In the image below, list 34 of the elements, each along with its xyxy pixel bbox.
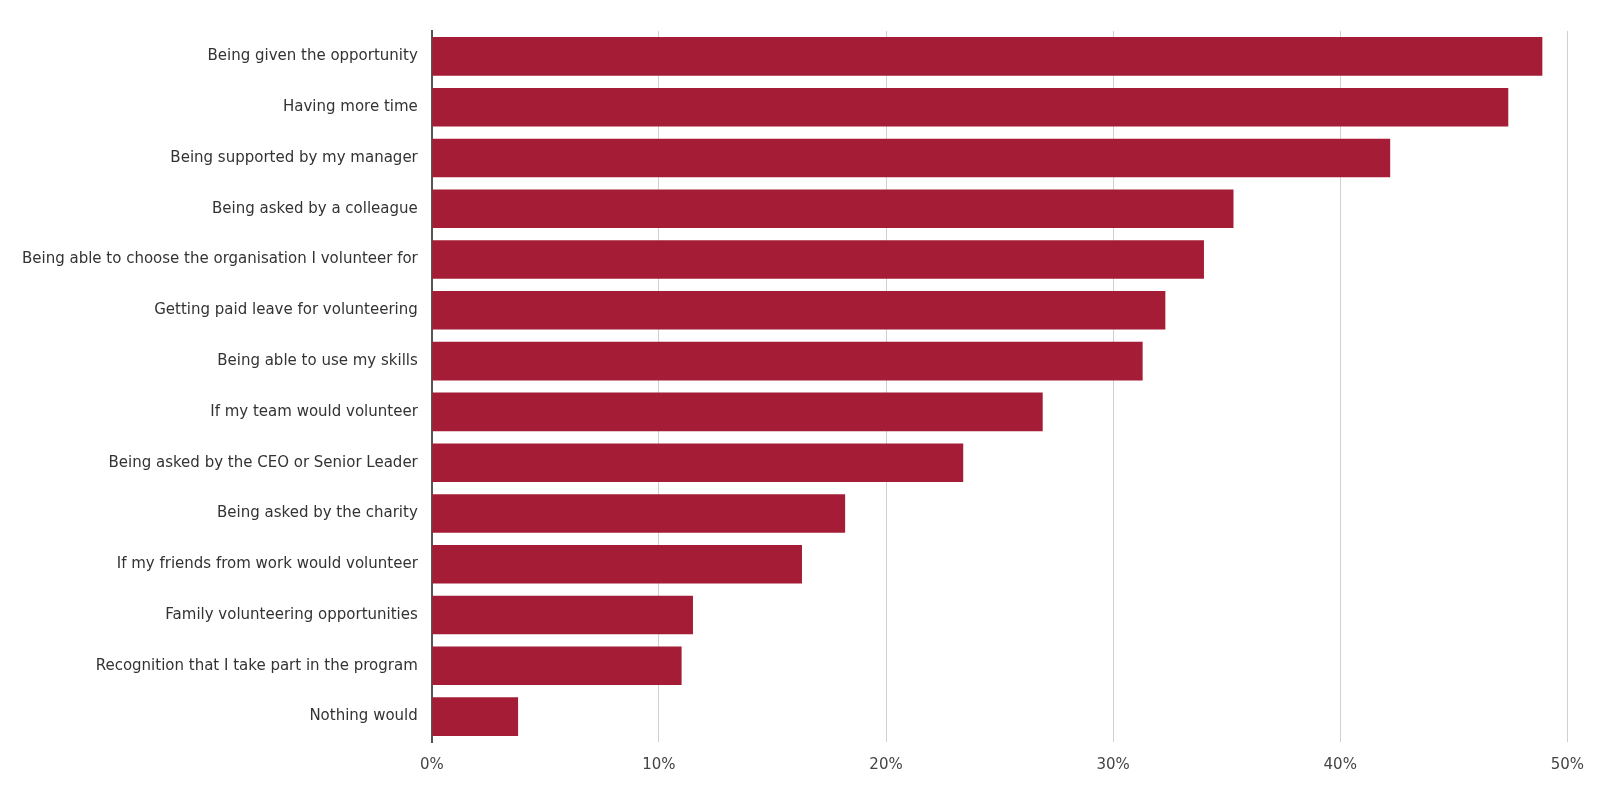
bar (432, 37, 1543, 76)
bar (432, 87, 1509, 127)
bar (432, 341, 1143, 381)
bar (432, 697, 519, 736)
x-tick-label: 30% (1096, 754, 1130, 773)
bar (432, 392, 1043, 432)
y-tick-label: Being asked by the charity (217, 503, 418, 522)
bar (432, 646, 682, 686)
x-tick-label: 50% (1550, 754, 1584, 773)
bar (432, 595, 693, 635)
x-tick-label: 40% (1323, 754, 1357, 773)
y-tick-label: Being supported by my manager (170, 147, 419, 166)
y-tick-label: If my friends from work would volunteer (116, 554, 419, 573)
y-tick-label: Being asked by a colleague (212, 198, 418, 217)
bar (432, 443, 964, 482)
bar (432, 138, 1391, 178)
bar (432, 189, 1234, 229)
bar (432, 240, 1204, 279)
y-tick-label: Recognition that I take part in the program (95, 655, 418, 674)
bar (432, 291, 1166, 330)
bar (432, 494, 846, 533)
y-tick-label: Being asked by the CEO or Senior Leader (108, 452, 419, 471)
y-tick-label: Being able to choose the organisation I volunteer for (22, 249, 419, 268)
x-tick-label: 20% (869, 754, 903, 773)
y-tick-label: Having more time (282, 97, 418, 116)
y-tick-label: Being given the opportunity (207, 46, 418, 65)
y-tick-label: Getting paid leave for volunteering (154, 300, 418, 319)
y-tick-label: If my team would volunteer (210, 401, 419, 420)
y-tick-label: Family volunteering opportunities (165, 604, 418, 623)
y-tick-label: Being able to use my skills (217, 351, 418, 369)
y-tick-label: Nothing would (309, 706, 418, 725)
x-tick-label: 10% (642, 754, 676, 773)
x-tick-label: 0% (419, 754, 444, 773)
bar (432, 544, 802, 584)
